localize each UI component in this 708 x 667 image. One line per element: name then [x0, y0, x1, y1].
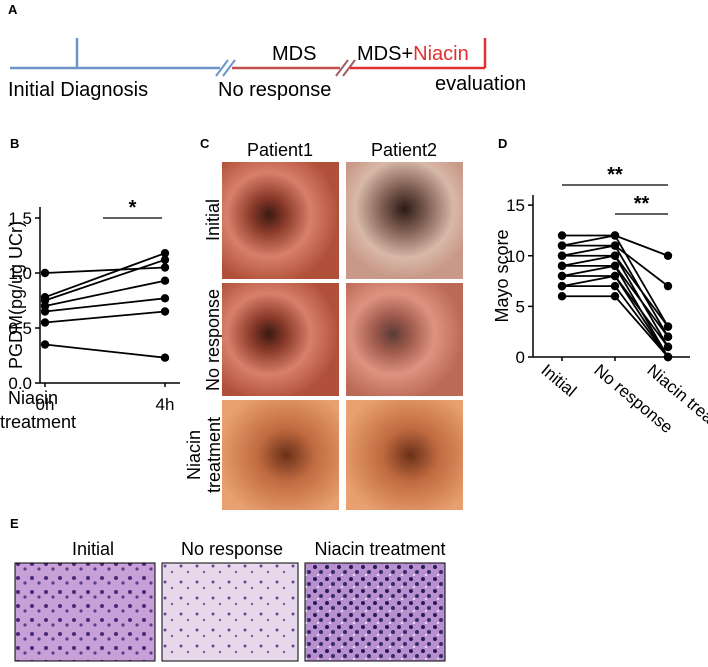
- subject-line: [44, 258, 166, 302]
- data-point: [557, 271, 567, 281]
- timeline-label: evaluation: [435, 73, 526, 95]
- column-header: Initial: [72, 539, 114, 559]
- data-point: [663, 281, 673, 291]
- break-mark: [335, 59, 349, 77]
- data-point: [557, 292, 567, 301]
- break-mark: [215, 59, 229, 77]
- data-point: [557, 241, 567, 250]
- endoscopy-image: [222, 162, 339, 279]
- timeline-label-drug: Niacin: [413, 43, 469, 65]
- timeline-label-prefix: MDS+: [357, 43, 413, 65]
- endoscopy-image: [346, 400, 463, 510]
- row-header: No response: [203, 289, 223, 391]
- data-point: [40, 307, 50, 316]
- data-point: [610, 241, 620, 250]
- y-tick-label: 10: [506, 247, 525, 266]
- y-tick-label: 0.0: [8, 374, 32, 393]
- y-axis-label: PGDM(pg/ug UCr): [6, 221, 26, 369]
- data-point: [160, 249, 170, 258]
- y-tick-label: 0.5: [8, 319, 32, 338]
- x-tick-label: Initial: [537, 361, 580, 401]
- data-point: [610, 261, 620, 271]
- data-point: [160, 263, 170, 272]
- histology-image: [304, 562, 446, 662]
- data-point: [610, 231, 620, 240]
- break-mark: [222, 59, 236, 77]
- subject-line: [44, 266, 166, 274]
- column-header: Niacin treatment: [314, 539, 445, 559]
- panel-label: B: [10, 136, 19, 151]
- y-tick-label: 1.0: [8, 264, 32, 283]
- data-point: [557, 261, 567, 271]
- subject-line: [44, 252, 166, 299]
- data-point: [160, 353, 170, 362]
- data-point: [557, 281, 567, 291]
- timeline-label: Initial Diagnosis: [8, 79, 148, 101]
- data-point: [160, 294, 170, 303]
- data-point: [557, 231, 567, 240]
- data-point: [663, 322, 673, 331]
- y-axis-label: Mayo score: [492, 229, 512, 322]
- break-mark: [342, 59, 356, 77]
- data-point: [610, 292, 620, 301]
- x-axis-label: treatment: [0, 412, 76, 432]
- data-point: [610, 251, 620, 260]
- data-point: [610, 271, 620, 281]
- data-point: [663, 251, 673, 260]
- column-header: Patient1: [247, 140, 313, 160]
- timeline-label: MDS+Niacin: [357, 43, 469, 65]
- significance-label: **: [634, 193, 650, 215]
- significance-label: **: [607, 164, 623, 186]
- subject-line: [44, 279, 166, 307]
- subject-line: [44, 343, 166, 359]
- data-point: [663, 352, 673, 362]
- y-tick-label: 5: [516, 297, 525, 316]
- data-point: [663, 342, 673, 352]
- y-tick-label: 1.5: [8, 209, 32, 228]
- y-tick-label: 0: [516, 348, 525, 367]
- data-point: [160, 307, 170, 316]
- timeline-label: MDS: [272, 43, 316, 65]
- row-header: Niacin: [184, 430, 204, 480]
- endoscopy-image: [222, 283, 339, 396]
- data-point: [40, 318, 50, 327]
- data-point: [663, 332, 673, 341]
- x-tick-label: 0h: [36, 395, 55, 414]
- column-header: No response: [181, 539, 283, 559]
- data-point: [40, 268, 50, 278]
- x-tick-label: 4h: [156, 395, 175, 414]
- y-tick-label: 15: [506, 196, 525, 215]
- panel-label: C: [200, 136, 210, 151]
- data-point: [40, 340, 50, 349]
- subject-line: [44, 310, 166, 324]
- panel-label: A: [8, 2, 18, 17]
- endoscopy-image: [346, 283, 463, 396]
- data-point: [557, 251, 567, 260]
- row-header: Initial: [203, 199, 223, 241]
- timeline-label: No response: [218, 79, 331, 101]
- row-header: treatment: [204, 417, 224, 493]
- histology-image: [14, 562, 156, 662]
- panel-label: E: [10, 516, 19, 531]
- x-axis-label: Niacin: [8, 388, 58, 408]
- histology-image: [161, 562, 299, 662]
- endoscopy-image: [346, 162, 463, 279]
- significance-label: *: [129, 197, 137, 219]
- panel-label: D: [498, 136, 507, 151]
- data-point: [610, 281, 620, 291]
- subject-line: [44, 297, 166, 313]
- data-point: [160, 276, 170, 285]
- endoscopy-image: [222, 400, 339, 510]
- column-header: Patient2: [371, 140, 437, 160]
- data-point: [160, 255, 170, 264]
